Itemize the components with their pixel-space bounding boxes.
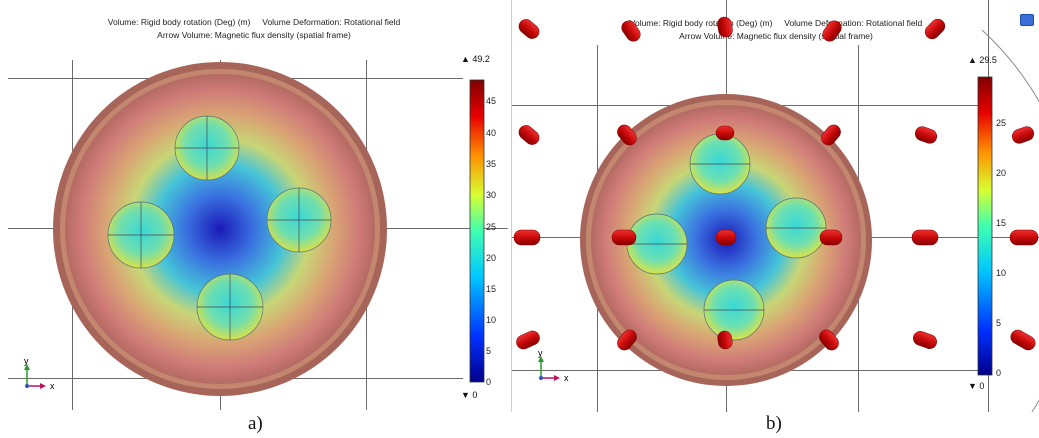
colorbar-tick-b: 10	[996, 268, 1007, 278]
viewport-panel-b[interactable]: Volume: Rigid body rotation (Deg) (m) Vo…	[511, 0, 1039, 412]
magnet-top-b	[689, 133, 751, 195]
plot-title-line1-a: Volume: Rigid body rotation (Deg) (m) Vo…	[107, 17, 401, 27]
axis-y-label-b: y	[538, 348, 543, 358]
colorbar-tick-b: 20	[996, 168, 1007, 178]
colorbar-tick-a: 5	[486, 346, 492, 356]
axis-triad-b	[538, 356, 560, 381]
colorbar-tick-a: 35	[486, 159, 497, 169]
colorbar-tick-b: 15	[996, 218, 1007, 228]
axis-x-label-a: x	[50, 381, 55, 391]
colorbar-max-a: ▲ 49.2	[461, 54, 490, 64]
magnet-top-a	[174, 115, 240, 181]
colorbar-tick-a: 15	[486, 284, 497, 294]
colorbar-a	[469, 79, 485, 383]
caption-a: a)	[248, 413, 263, 434]
magnet-right-b	[765, 197, 827, 259]
viewport-panel-a[interactable]: Volume: Rigid body rotation (Deg) (m) Vo…	[0, 0, 508, 412]
expand-view-icon[interactable]	[1020, 14, 1034, 26]
caption-b: b)	[766, 413, 782, 434]
magnet-bottom-a	[196, 273, 264, 341]
axis-x-label-b: x	[564, 373, 569, 383]
plot-title-line2-a: Arrow Volume: Magnetic flux density (spa…	[157, 30, 351, 40]
colorbar-max-b: ▲ 29.5	[968, 55, 997, 65]
magnet-bottom-b	[703, 279, 765, 341]
colorbar-tick-a: 0	[486, 377, 492, 387]
colorbar-b	[977, 76, 993, 376]
colorbar-tick-a: 40	[486, 128, 497, 138]
colorbar-tick-a: 45	[486, 96, 497, 106]
colorbar-tick-a: 20	[486, 253, 497, 263]
magnet-right-a	[266, 187, 332, 253]
colorbar-tick-a: 30	[486, 190, 497, 200]
colorbar-min-a: ▼ 0	[461, 390, 478, 400]
axis-triad-a	[24, 364, 46, 389]
colorbar-tick-b: 0	[996, 368, 1002, 378]
magnet-left-a	[107, 201, 175, 269]
colorbar-tick-b: 5	[996, 318, 1002, 328]
colorbar-tick-a: 25	[486, 222, 497, 232]
rotor-render-b	[513, 16, 1039, 412]
axis-y-label-a: y	[24, 356, 29, 366]
flux-arrows-b	[513, 16, 1039, 351]
rotor-render-a	[53, 62, 387, 396]
colorbar-tick-a: 10	[486, 315, 497, 325]
colorbar-min-b: ▼ 0	[968, 381, 985, 391]
colorbar-tick-b: 25	[996, 118, 1007, 128]
